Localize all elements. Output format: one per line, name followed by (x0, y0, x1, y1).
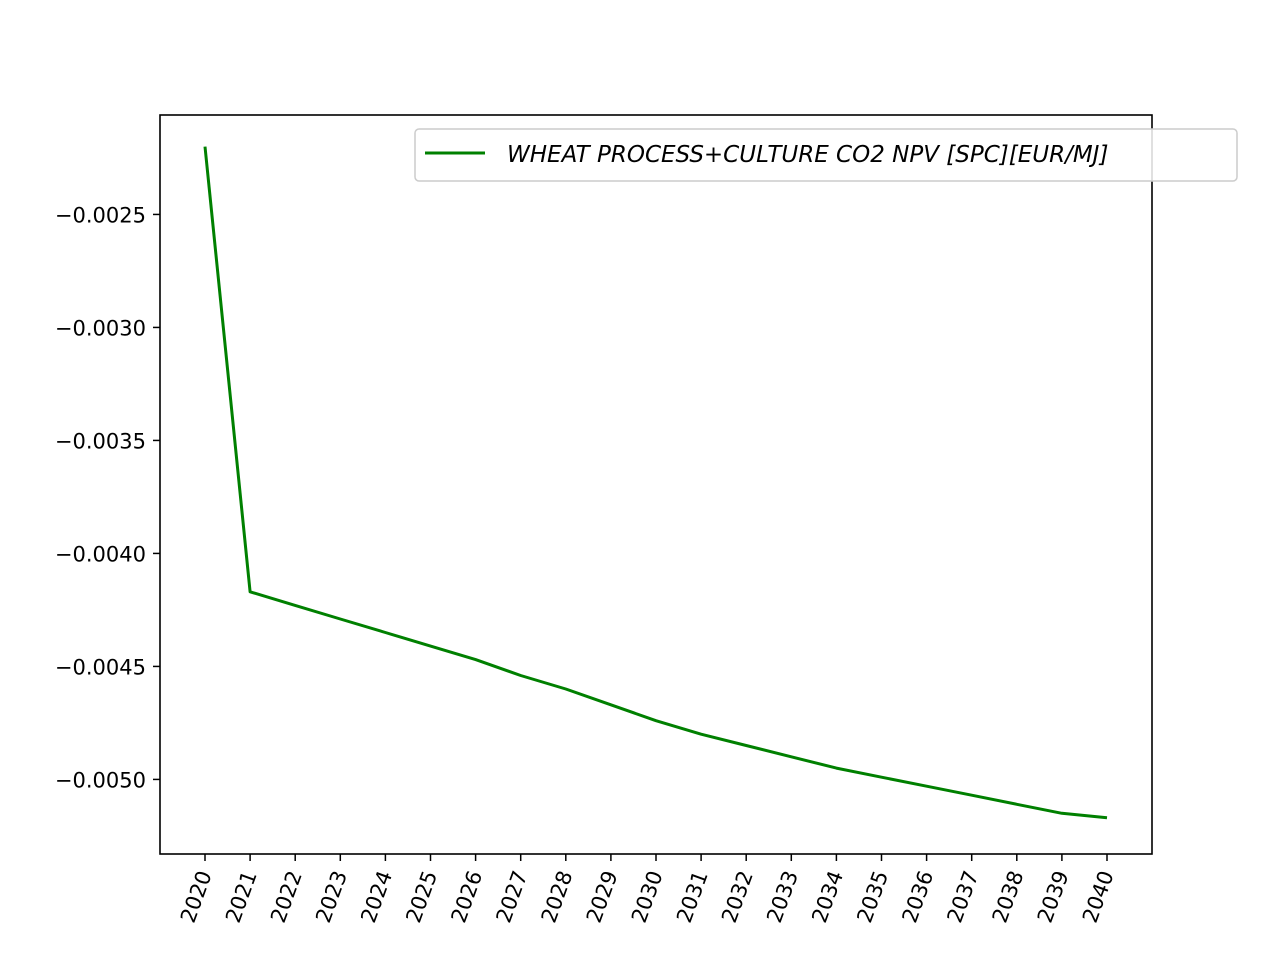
y-tick-label: −0.0030 (55, 316, 146, 340)
x-tick-label: 2039 (1033, 868, 1074, 926)
x-tick-label: 2033 (762, 868, 803, 926)
x-tick-label: 2020 (176, 868, 217, 926)
y-tick-label: −0.0040 (55, 542, 146, 566)
x-tick-label: 2021 (221, 868, 262, 926)
legend-box (414, 128, 1238, 182)
y-tick-label: −0.0025 (55, 203, 146, 227)
plot-area-frame (159, 114, 1153, 855)
x-tick-label: 2031 (672, 868, 713, 926)
legend: WHEAT PROCESS+CULTURE CO2 NPV [SPC][EUR/… (414, 128, 1238, 182)
x-tick-label: 2040 (1078, 868, 1119, 926)
x-tick-label: 2023 (311, 868, 352, 926)
x-tick-label: 2024 (356, 868, 397, 926)
y-tick-label: −0.0035 (55, 429, 146, 453)
x-tick-label: 2029 (582, 868, 623, 926)
series-layer (203, 146, 1108, 820)
x-tick-label: 2032 (717, 868, 758, 926)
y-axis-ticks: −0.0025 −0.0030 −0.0035 −0.0040 −0.0045 −0.00… (55, 203, 160, 792)
x-tick-label: 2026 (446, 868, 487, 926)
x-tick-label: 2034 (807, 868, 848, 926)
x-tick-label: 2025 (401, 868, 442, 926)
x-tick-label: 2028 (537, 868, 578, 926)
x-axis-ticks: 2020 2021 2022 2023 2024 2025 2026 2027 2028 2029… (176, 854, 1119, 926)
x-tick-label: 2030 (627, 868, 668, 926)
x-tick-label: 2027 (492, 868, 533, 926)
x-tick-label: 2022 (266, 868, 307, 926)
y-tick-label: −0.0045 (55, 655, 146, 679)
legend-label: WHEAT PROCESS+CULTURE CO2 NPV [SPC][EUR/… (507, 142, 1108, 168)
x-tick-label: 2038 (988, 868, 1029, 926)
x-tick-label: 2035 (852, 868, 893, 926)
x-tick-label: 2037 (943, 868, 984, 926)
series-line (203, 146, 1108, 820)
y-tick-label: −0.0050 (55, 768, 146, 792)
x-tick-label: 2036 (897, 868, 938, 926)
